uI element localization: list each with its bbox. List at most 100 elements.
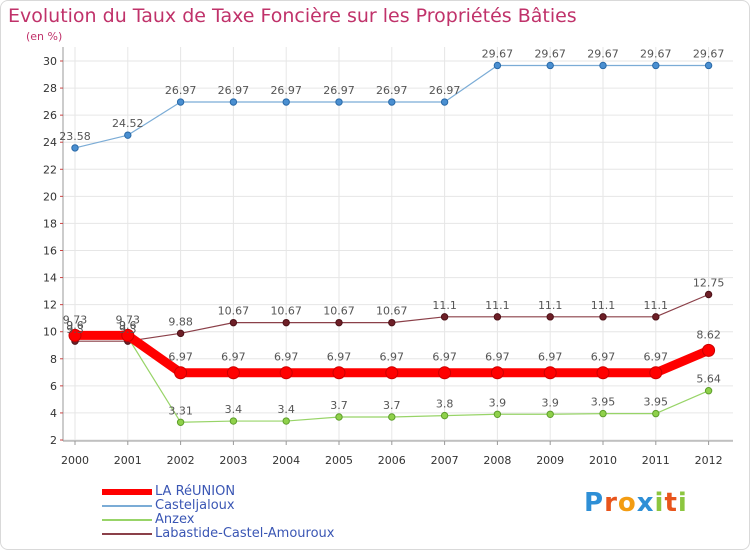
series-point-2	[388, 413, 396, 421]
x-tick-label: 2000	[61, 454, 89, 467]
x-tick-label: 2010	[589, 454, 617, 467]
series-point-0	[543, 366, 557, 380]
data-label: 3.4	[277, 403, 295, 416]
series-point-1	[599, 61, 607, 70]
series-point-1	[652, 61, 660, 70]
series-point-3	[704, 290, 713, 299]
series-point-2	[440, 411, 449, 420]
series-point-3	[546, 313, 554, 321]
x-tick-label: 2012	[695, 454, 723, 467]
x-tick-label: 2003	[219, 454, 247, 467]
x-tick-label: 2006	[378, 454, 406, 467]
data-label: 9.73	[116, 313, 141, 326]
series-point-0	[121, 328, 135, 342]
series-point-2	[176, 418, 185, 426]
series-point-1	[282, 98, 290, 106]
data-label: 6.97	[432, 351, 457, 364]
series-point-0	[438, 366, 452, 380]
data-label: 3.31	[168, 404, 193, 417]
legend-label: Labastide-Castel-Amouroux	[155, 526, 335, 541]
y-tick-label: 22	[43, 163, 57, 176]
y-tick-label: 30	[43, 55, 57, 68]
series-point-1	[440, 98, 449, 106]
data-label: 26.97	[323, 84, 355, 97]
series-point-1	[71, 144, 79, 152]
data-label: 3.95	[644, 396, 669, 409]
data-label: 26.97	[270, 84, 302, 97]
y-tick-label: 8	[50, 353, 57, 366]
series-point-0	[279, 366, 293, 380]
x-tick-label: 2005	[325, 454, 353, 467]
series-point-1	[546, 61, 554, 70]
series-point-3	[440, 313, 449, 321]
grid	[63, 47, 733, 441]
data-label: 6.97	[591, 351, 616, 364]
series-point-1	[176, 98, 185, 106]
series-point-3	[652, 313, 660, 321]
legend-label: Anzex	[155, 512, 195, 527]
x-tick-label: 2009	[536, 454, 564, 467]
data-label: 6.97	[380, 351, 405, 364]
series-point-2	[652, 409, 660, 418]
data-label: 11.1	[538, 299, 563, 312]
series-point-2	[282, 417, 290, 425]
series-point-3	[388, 318, 396, 327]
series-point-1	[704, 61, 713, 70]
data-label: 3.95	[591, 396, 616, 409]
series-point-0	[226, 366, 240, 380]
data-label: 6.97	[644, 351, 669, 364]
series-point-1	[335, 98, 343, 106]
data-label: 3.4	[225, 403, 243, 416]
series-point-1	[124, 131, 132, 139]
series-point-3	[599, 313, 607, 321]
data-label: 12.75	[693, 276, 725, 289]
series-point-2	[546, 410, 554, 418]
data-label: 6.97	[327, 351, 352, 364]
series-point-0	[385, 366, 399, 380]
y-tick-label: 6	[50, 380, 57, 393]
series-point-0	[68, 328, 82, 342]
y-tick-label: 4	[50, 407, 57, 420]
series-point-1	[493, 61, 502, 70]
data-label: 29.67	[587, 47, 619, 60]
data-label: 6.97	[221, 351, 246, 364]
data-label: 6.97	[168, 351, 193, 364]
legend-swatch	[102, 489, 152, 495]
series-point-2	[599, 409, 607, 418]
data-label: 11.1	[432, 299, 457, 312]
legend-swatch	[102, 505, 152, 507]
data-label: 3.7	[330, 399, 348, 412]
y-axis-unit: (en %)	[26, 30, 63, 43]
series-point-0	[174, 366, 188, 380]
series-point-3	[282, 318, 290, 327]
data-label: 26.97	[218, 84, 250, 97]
series-point-3	[229, 318, 238, 327]
x-tick-label: 2011	[642, 454, 670, 467]
data-label: 9.88	[168, 315, 193, 328]
series-point-0	[490, 366, 504, 380]
data-label: 10.67	[218, 305, 250, 318]
legend-swatch	[102, 519, 152, 521]
series-point-3	[176, 329, 185, 338]
data-label: 9.6	[119, 319, 137, 332]
data-labels: 9.73 9.73 6.97 6.97 6.97 6.97 6.97 6.97 6.97 6.97…	[59, 47, 724, 417]
data-label: 6.97	[538, 351, 563, 364]
data-label: 26.97	[376, 84, 408, 97]
data-label: 29.67	[534, 47, 566, 60]
x-tick-label: 2004	[272, 454, 300, 467]
series-point-2	[704, 387, 713, 395]
series-point-0	[332, 366, 346, 380]
data-label: 3.8	[436, 398, 454, 411]
y-tick-label: 28	[43, 82, 57, 95]
data-label: 6.97	[274, 351, 299, 364]
data-label: 26.97	[165, 84, 197, 97]
y-tick-label: 24	[43, 136, 57, 149]
proxiti-logo: Proxiti	[584, 488, 688, 518]
series-point-3	[493, 313, 502, 321]
data-label: 8.62	[696, 328, 721, 341]
data-label: 23.58	[59, 130, 91, 143]
data-label: 11.1	[591, 299, 616, 312]
data-label: 3.7	[383, 399, 401, 412]
